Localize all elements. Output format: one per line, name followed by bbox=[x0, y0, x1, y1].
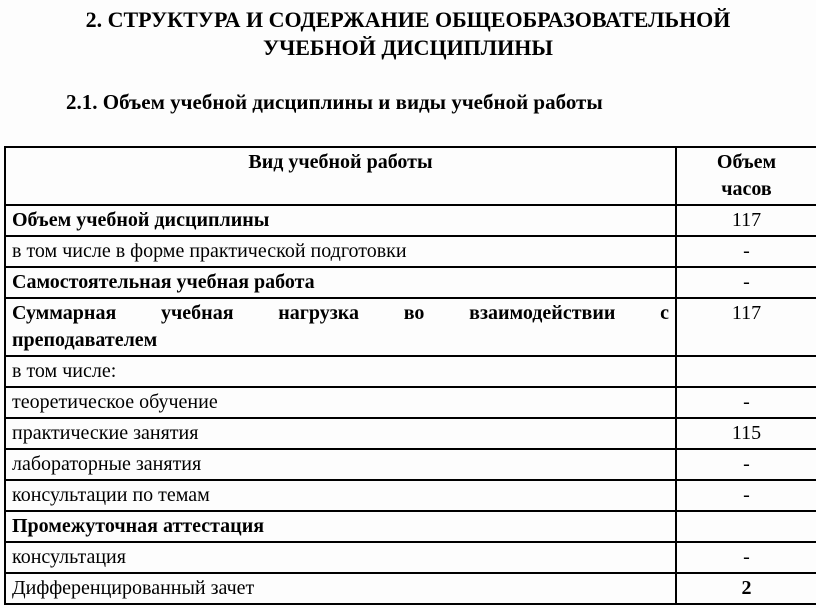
work-type-cell: консультации по темам bbox=[4, 479, 677, 512]
hours-table: Вид учебной работы Объем часов Объем уче… bbox=[4, 146, 816, 605]
work-type-cell: в том числе: bbox=[4, 355, 677, 388]
hours-cell: - bbox=[675, 541, 816, 574]
table-row: консультации по темам - bbox=[4, 479, 816, 512]
work-type-header: Вид учебной работы bbox=[4, 146, 677, 206]
hours-cell bbox=[675, 355, 816, 388]
table-row: Объем учебной дисциплины 117 bbox=[4, 204, 816, 237]
hours-cell: 115 bbox=[675, 417, 816, 450]
table-row: Промежуточная аттестация bbox=[4, 510, 816, 543]
table-row: практические занятия 115 bbox=[4, 417, 816, 450]
hours-cell: 117 bbox=[675, 204, 816, 237]
hours-cell: 2 bbox=[675, 572, 816, 605]
work-type-cell: Дифференцированный зачет bbox=[4, 572, 677, 605]
table-row: Самостоятельная учебная работа - bbox=[4, 266, 816, 299]
table-row: консультация - bbox=[4, 541, 816, 574]
hours-cell: - bbox=[675, 448, 816, 481]
work-type-cell: практические занятия bbox=[4, 417, 677, 450]
work-type-cell: лабораторные занятия bbox=[4, 448, 677, 481]
work-type-cell: Самостоятельная учебная работа bbox=[4, 266, 677, 299]
table-row: Дифференцированный зачет 2 bbox=[4, 572, 816, 605]
hours-cell: - bbox=[675, 386, 816, 419]
work-type-cell: в том числе в форме практической подгото… bbox=[4, 235, 677, 268]
work-type-cell: консультация bbox=[4, 541, 677, 574]
table-row: в том числе: bbox=[4, 355, 816, 388]
table-row: теоретическое обучение - bbox=[4, 386, 816, 419]
work-type-cell: теоретическое обучение bbox=[4, 386, 677, 419]
work-type-cell: Промежуточная аттестация bbox=[4, 510, 677, 543]
hours-cell: 117 bbox=[675, 297, 816, 357]
document-page: { "page": { "title": "2. СТРУКТУРА И СОД… bbox=[0, 6, 816, 608]
hours-cell: - bbox=[675, 235, 816, 268]
work-type-cell: Суммарная учебная нагрузка во взаимодейс… bbox=[4, 297, 677, 357]
hours-cell: - bbox=[675, 266, 816, 299]
table-row: лабораторные занятия - bbox=[4, 448, 816, 481]
hours-cell bbox=[675, 510, 816, 543]
table-header-row: Вид учебной работы Объем часов bbox=[4, 146, 816, 206]
work-type-line: Суммарная учебная нагрузка во взаимодейс… bbox=[12, 302, 669, 324]
page-title: 2. СТРУКТУРА И СОДЕРЖАНИЕ ОБЩЕОБРАЗОВАТЕ… bbox=[85, 7, 731, 60]
work-type-cell: Объем учебной дисциплины bbox=[4, 204, 677, 237]
table-row: в том числе в форме практической подгото… bbox=[4, 235, 816, 268]
section-subtitle: 2.1. Объем учебной дисциплины и виды уче… bbox=[66, 90, 603, 114]
hours-header-label: Объем часов bbox=[716, 151, 777, 200]
table-row: Суммарная учебная нагрузка во взаимодейс… bbox=[4, 297, 816, 357]
hours-header: Объем часов bbox=[675, 146, 816, 206]
hours-cell: - bbox=[675, 479, 816, 512]
work-type-line: преподавателем bbox=[12, 329, 158, 351]
